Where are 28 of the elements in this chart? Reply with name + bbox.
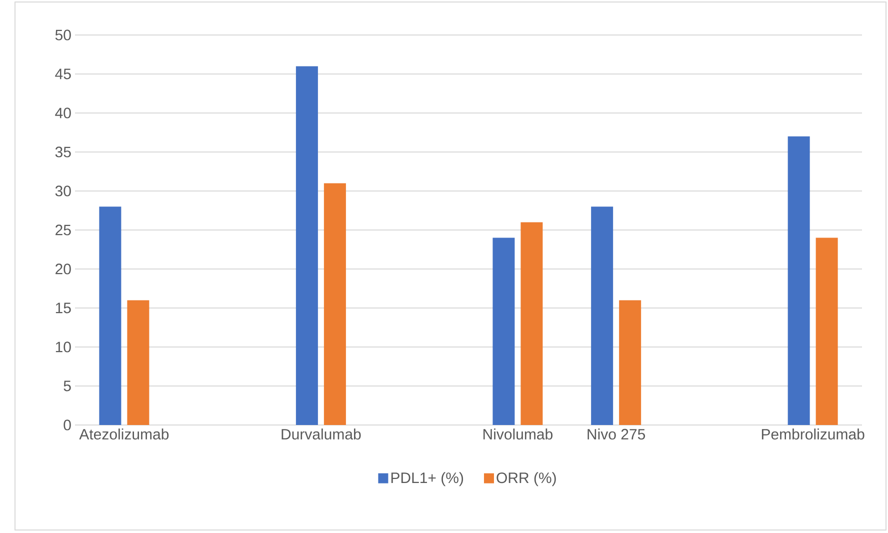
y-tick-label: 20 [56,264,71,274]
bar [99,206,122,425]
y-tick-label: 5 [64,380,71,392]
y-tick-label: 10 [56,342,71,352]
x-tick-label: Nivolumab [483,428,552,440]
y-tick-label: 35 [55,146,71,158]
bar [619,300,642,425]
y-tick-label: 0 [64,420,71,430]
legend-label: PDL1+ (%) [391,472,464,486]
bar [127,300,150,425]
bar [492,238,515,425]
bar [788,136,810,425]
bar [324,183,346,425]
y-tick-label: 15 [56,302,71,314]
x-tick-label: Nivo 275 [588,428,646,440]
y-tick-label: 50 [55,30,71,40]
bar [816,238,838,425]
bar [591,206,614,425]
x-tick-label: Pembrolizumab [762,428,864,440]
bar [296,66,318,425]
y-tick-label: 45 [55,68,71,80]
legend-label: ORR (%) [496,472,556,486]
y-tick-label: 25 [56,224,71,236]
y-tick-label: 30 [55,186,71,196]
bar [520,222,543,425]
x-tick-label: Durvalumab [282,428,361,440]
y-tick-label: 40 [55,108,71,118]
x-tick-label: Atezolizumab [79,428,169,440]
